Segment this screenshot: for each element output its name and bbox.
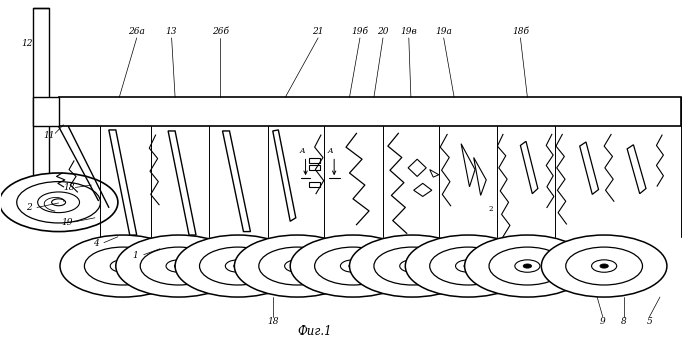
Polygon shape — [168, 131, 196, 235]
Circle shape — [489, 247, 565, 285]
Circle shape — [60, 235, 185, 297]
Circle shape — [315, 247, 391, 285]
Bar — [309, 158, 320, 163]
Circle shape — [565, 247, 642, 285]
Circle shape — [600, 264, 608, 268]
Polygon shape — [627, 145, 646, 194]
Circle shape — [340, 260, 366, 272]
Circle shape — [541, 235, 667, 297]
Circle shape — [116, 235, 241, 297]
Circle shape — [430, 247, 507, 285]
Circle shape — [175, 235, 301, 297]
Text: 19б: 19б — [352, 27, 368, 36]
Circle shape — [52, 199, 66, 206]
Text: 4: 4 — [94, 239, 99, 248]
Circle shape — [290, 235, 416, 297]
Text: 19а: 19а — [435, 27, 452, 36]
Circle shape — [465, 235, 590, 297]
Polygon shape — [408, 159, 426, 176]
Text: 11: 11 — [44, 130, 55, 139]
Bar — [309, 165, 320, 170]
Text: 18: 18 — [267, 317, 278, 326]
Text: 21: 21 — [312, 27, 324, 36]
Text: 12: 12 — [22, 39, 33, 48]
Text: 19в: 19в — [401, 27, 417, 36]
Text: 1: 1 — [132, 251, 138, 260]
Circle shape — [225, 260, 250, 272]
Circle shape — [0, 173, 118, 231]
Polygon shape — [273, 130, 296, 221]
Polygon shape — [579, 142, 598, 194]
Polygon shape — [474, 157, 487, 195]
Circle shape — [349, 264, 357, 268]
Circle shape — [350, 235, 475, 297]
Bar — [59, 97, 681, 127]
Circle shape — [119, 264, 127, 268]
Circle shape — [174, 264, 182, 268]
Text: 8: 8 — [621, 317, 626, 326]
Bar — [34, 8, 49, 201]
Circle shape — [524, 264, 531, 268]
Bar — [34, 97, 59, 127]
Circle shape — [284, 260, 310, 272]
Text: 5: 5 — [647, 317, 652, 326]
Circle shape — [85, 247, 161, 285]
Polygon shape — [461, 144, 475, 187]
Text: 2: 2 — [489, 205, 493, 213]
Circle shape — [374, 247, 451, 285]
Circle shape — [233, 264, 242, 268]
Circle shape — [140, 247, 217, 285]
Polygon shape — [222, 131, 250, 231]
Circle shape — [110, 260, 136, 272]
Circle shape — [166, 260, 191, 272]
Text: A: A — [299, 147, 305, 155]
Circle shape — [199, 247, 276, 285]
Text: 9: 9 — [600, 317, 605, 326]
Circle shape — [259, 247, 336, 285]
Text: 18: 18 — [64, 183, 75, 192]
Circle shape — [400, 260, 425, 272]
Circle shape — [17, 182, 101, 223]
Polygon shape — [430, 170, 439, 177]
Circle shape — [591, 260, 617, 272]
Circle shape — [464, 264, 473, 268]
Text: Фиг.1: Фиг.1 — [297, 325, 332, 338]
Circle shape — [456, 260, 481, 272]
Text: 19: 19 — [62, 218, 73, 227]
Text: 18б: 18б — [512, 27, 529, 36]
Text: 20: 20 — [377, 27, 389, 36]
Text: A: A — [327, 147, 333, 155]
Circle shape — [38, 192, 80, 213]
Text: 2: 2 — [26, 203, 31, 212]
Circle shape — [405, 235, 531, 297]
Text: 26а: 26а — [129, 27, 145, 36]
Polygon shape — [521, 141, 538, 194]
Circle shape — [293, 264, 301, 268]
Polygon shape — [109, 130, 137, 235]
Circle shape — [234, 235, 360, 297]
Bar — [309, 182, 320, 187]
Circle shape — [408, 264, 417, 268]
Circle shape — [515, 260, 540, 272]
Text: 26б: 26б — [212, 27, 229, 36]
Text: 13: 13 — [166, 27, 178, 36]
Polygon shape — [414, 183, 432, 197]
